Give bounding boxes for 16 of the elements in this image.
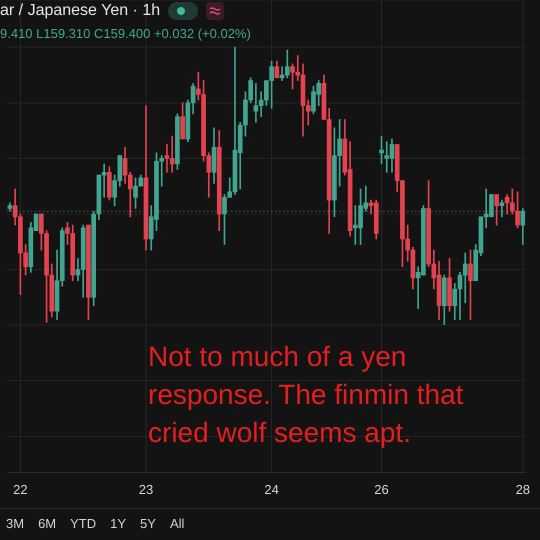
text: Not to much of a yen response. The finmin that cried wolf seems apt. bbox=[148, 340, 464, 450]
candlestick bbox=[379, 136, 384, 164]
text: ar / Japanese Yen · 1h bbox=[0, 2, 160, 20]
text: 1Y bbox=[110, 516, 126, 531]
text: All bbox=[170, 516, 184, 531]
text: 6M bbox=[38, 516, 56, 531]
x-tick-label: 24 bbox=[264, 482, 279, 497]
x-tick-label: 22 bbox=[13, 482, 28, 497]
x-tick-label: 26 bbox=[374, 482, 389, 497]
x-tick-label: 23 bbox=[138, 482, 154, 497]
text: YTD bbox=[70, 516, 96, 531]
text: 3M bbox=[6, 516, 24, 531]
x-tick-label: 28 bbox=[516, 482, 530, 497]
text: 9.410 L159.310 C159.400 +0.032 (+0.02%) bbox=[0, 26, 251, 41]
candlestick bbox=[468, 250, 473, 320]
text: 5Y bbox=[140, 516, 156, 531]
